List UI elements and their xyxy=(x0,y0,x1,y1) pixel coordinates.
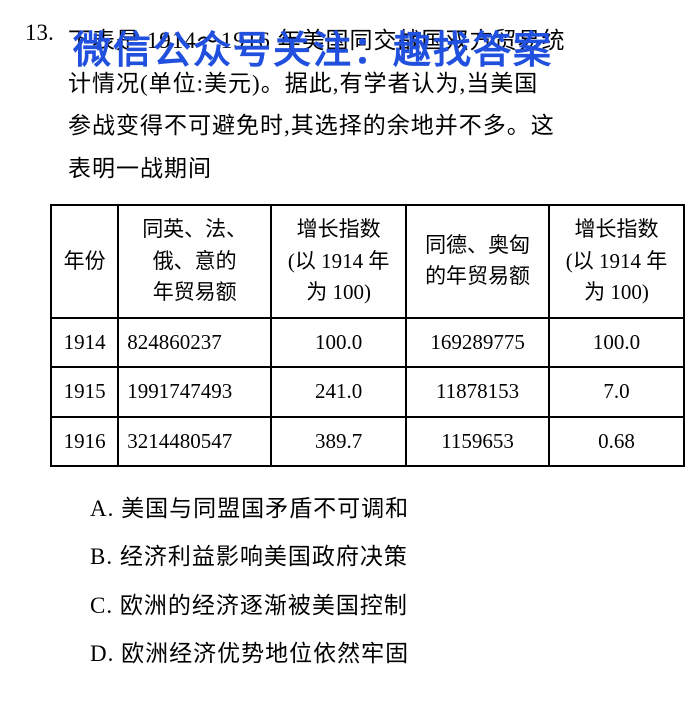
option-d[interactable]: D. 欧洲经济优势地位依然牢固 xyxy=(90,630,670,678)
stem-line-3: 参战变得不可避免时,其选择的余地并不多。这 xyxy=(68,105,670,148)
cell-trade2: 1159653 xyxy=(406,417,549,467)
cell-trade2: 169289775 xyxy=(406,318,549,368)
cell-year: 1916 xyxy=(51,417,118,467)
header-index-central: 增长指数 (以 1914 年 为 100) xyxy=(549,205,684,318)
cell-idx1: 100.0 xyxy=(271,318,406,368)
question-stem: 微信公众号关注：趣找答案 下表是 1914～1916 年美国同交战国双方贸易统 … xyxy=(68,20,670,190)
header-idx1-line3: 为 100) xyxy=(278,277,399,309)
header-idx2-line3: 为 100) xyxy=(556,277,677,309)
watermark-text: 微信公众号关注：趣找答案 xyxy=(73,16,553,86)
header-index-allies: 增长指数 (以 1914 年 为 100) xyxy=(271,205,406,318)
header-trade-central: 同德、奥匈 的年贸易额 xyxy=(406,205,549,318)
header-trade1-line1: 同英、法、 xyxy=(125,214,264,246)
table-row: 1916 3214480547 389.7 1159653 0.68 xyxy=(51,417,684,467)
cell-trade1: 1991747493 xyxy=(118,367,271,417)
header-trade2-line1: 同德、奥匈 xyxy=(413,230,542,262)
header-idx1-line1: 增长指数 xyxy=(278,214,399,246)
table-row: 1915 1991747493 241.0 11878153 7.0 xyxy=(51,367,684,417)
cell-idx1: 241.0 xyxy=(271,367,406,417)
cell-idx1: 389.7 xyxy=(271,417,406,467)
header-trade1-line2: 俄、意的 xyxy=(125,246,264,278)
cell-trade1: 824860237 xyxy=(118,318,271,368)
options-container: A. 美国与同盟国矛盾不可调和 B. 经济利益影响美国政府决策 C. 欧洲的经济… xyxy=(90,485,670,678)
cell-trade2: 11878153 xyxy=(406,367,549,417)
header-trade1-line3: 年贸易额 xyxy=(125,277,264,309)
data-table: 年份 同英、法、 俄、意的 年贸易额 增长指数 (以 1914 年 为 100)… xyxy=(50,204,685,467)
option-b[interactable]: B. 经济利益影响美国政府决策 xyxy=(90,533,670,581)
header-year: 年份 xyxy=(51,205,118,318)
cell-year: 1914 xyxy=(51,318,118,368)
header-idx2-line2: (以 1914 年 xyxy=(556,246,677,278)
stem-line-4: 表明一战期间 xyxy=(68,148,670,191)
cell-idx2: 100.0 xyxy=(549,318,684,368)
cell-idx2: 7.0 xyxy=(549,367,684,417)
cell-idx2: 0.68 xyxy=(549,417,684,467)
question-number: 13. xyxy=(25,20,54,46)
header-idx1-line2: (以 1914 年 xyxy=(278,246,399,278)
option-c[interactable]: C. 欧洲的经济逐渐被美国控制 xyxy=(90,582,670,630)
table-header-row: 年份 同英、法、 俄、意的 年贸易额 增长指数 (以 1914 年 为 100)… xyxy=(51,205,684,318)
question-container: 13. 微信公众号关注：趣找答案 下表是 1914～1916 年美国同交战国双方… xyxy=(30,20,670,678)
cell-trade1: 3214480547 xyxy=(118,417,271,467)
cell-year: 1915 xyxy=(51,367,118,417)
header-trade-allies: 同英、法、 俄、意的 年贸易额 xyxy=(118,205,271,318)
option-a[interactable]: A. 美国与同盟国矛盾不可调和 xyxy=(90,485,670,533)
table-row: 1914 824860237 100.0 169289775 100.0 xyxy=(51,318,684,368)
header-idx2-line1: 增长指数 xyxy=(556,214,677,246)
header-trade2-line2: 的年贸易额 xyxy=(413,261,542,293)
